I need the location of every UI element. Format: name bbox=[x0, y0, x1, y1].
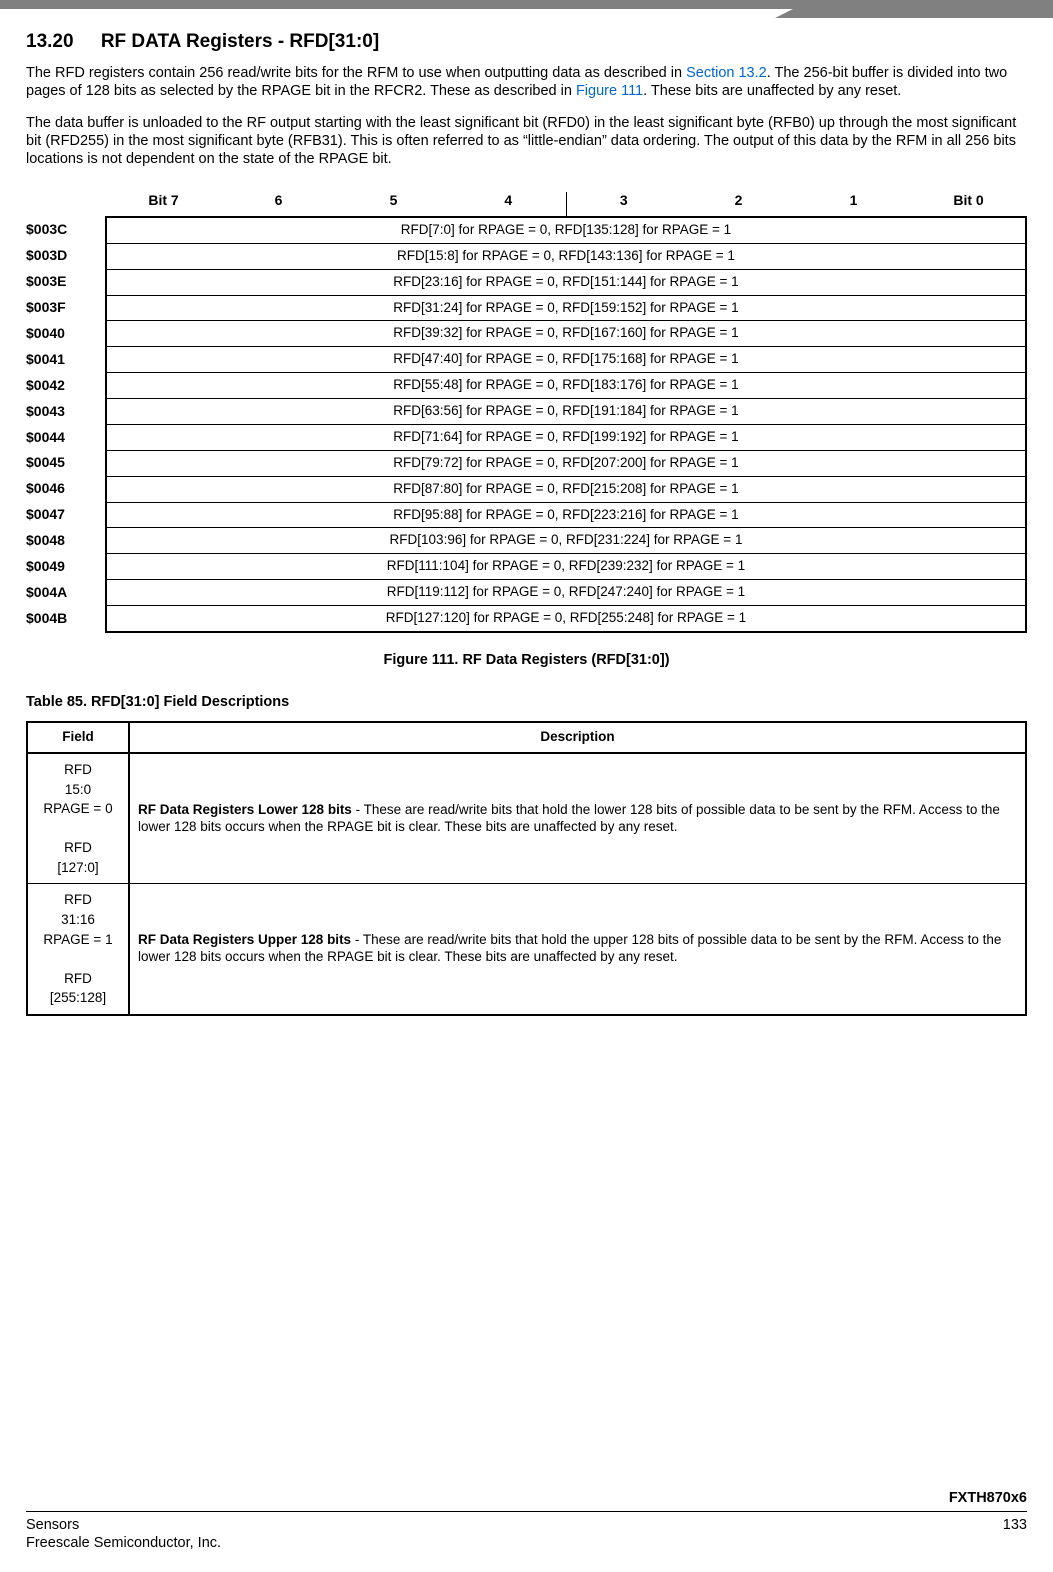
desc-cell: RF Data Registers Lower 128 bits - These… bbox=[129, 753, 1026, 884]
regmap-row: $0040 RFD[39:32] for RPAGE = 0, RFD[167:… bbox=[26, 321, 1026, 347]
bit-col-0: Bit 0 bbox=[911, 192, 1026, 217]
bit-col-7: Bit 7 bbox=[106, 192, 221, 217]
regmap-row: $003C RFD[7:0] for RPAGE = 0, RFD[135:12… bbox=[26, 217, 1026, 243]
field-line: RPAGE = 0 bbox=[43, 801, 112, 816]
regmap-desc: RFD[111:104] for RPAGE = 0, RFD[239:232]… bbox=[106, 554, 1026, 580]
regmap-row: $004A RFD[119:112] for RPAGE = 0, RFD[24… bbox=[26, 580, 1026, 606]
regmap-row: $0041 RFD[47:40] for RPAGE = 0, RFD[175:… bbox=[26, 347, 1026, 373]
paragraph-1: The RFD registers contain 256 read/write… bbox=[26, 64, 1027, 100]
regmap-row: $003E RFD[23:16] for RPAGE = 0, RFD[151:… bbox=[26, 269, 1026, 295]
desc-bold: RF Data Registers Lower 128 bits bbox=[138, 802, 352, 817]
regmap-row: $004B RFD[127:120] for RPAGE = 0, RFD[25… bbox=[26, 606, 1026, 632]
field-line: RFD bbox=[64, 971, 92, 986]
desc-col-header: Description bbox=[129, 722, 1026, 753]
page-footer: FXTH870x6 Sensors Freescale Semiconducto… bbox=[26, 1489, 1027, 1552]
field-row: RFD 15:0 RPAGE = 0 RFD [127:0] RF Data R… bbox=[27, 753, 1026, 884]
p1-part-a: The RFD registers contain 256 read/write… bbox=[26, 65, 686, 81]
header-gray-bar bbox=[0, 0, 1053, 9]
field-line: [127:0] bbox=[57, 860, 98, 875]
field-line: 31:16 bbox=[61, 912, 95, 927]
regmap-desc: RFD[31:24] for RPAGE = 0, RFD[159:152] f… bbox=[106, 295, 1026, 321]
regmap-row: $003D RFD[15:8] for RPAGE = 0, RFD[143:1… bbox=[26, 243, 1026, 269]
regmap-addr: $0046 bbox=[26, 476, 106, 502]
desc-cell: RF Data Registers Upper 128 bits - These… bbox=[129, 884, 1026, 1015]
regmap-row: $0044 RFD[71:64] for RPAGE = 0, RFD[199:… bbox=[26, 424, 1026, 450]
regmap-addr: $003E bbox=[26, 269, 106, 295]
field-line: 15:0 bbox=[65, 782, 91, 797]
regmap-header-row: Bit 7 6 5 4 3 2 1 Bit 0 bbox=[26, 192, 1026, 217]
footer-product: FXTH870x6 bbox=[26, 1489, 1027, 1512]
bit-col-6: 6 bbox=[221, 192, 336, 217]
regmap-addr: $0047 bbox=[26, 502, 106, 528]
regmap-row: $0047 RFD[95:88] for RPAGE = 0, RFD[223:… bbox=[26, 502, 1026, 528]
regmap-desc: RFD[23:16] for RPAGE = 0, RFD[151:144] f… bbox=[106, 269, 1026, 295]
regmap-row: $0045 RFD[79:72] for RPAGE = 0, RFD[207:… bbox=[26, 450, 1026, 476]
field-line: [255:128] bbox=[50, 990, 106, 1005]
field-cell: RFD 31:16 RPAGE = 1 RFD [255:128] bbox=[27, 884, 129, 1015]
footer-page-number: 133 bbox=[1003, 1516, 1027, 1552]
regmap-row: $0042 RFD[55:48] for RPAGE = 0, RFD[183:… bbox=[26, 373, 1026, 399]
field-line: RFD bbox=[64, 840, 92, 855]
field-line: RPAGE = 1 bbox=[43, 932, 112, 947]
regmap-desc: RFD[127:120] for RPAGE = 0, RFD[255:248]… bbox=[106, 606, 1026, 632]
table-title: Table 85. RFD[31:0] Field Descriptions bbox=[26, 693, 1027, 711]
regmap-addr: $0048 bbox=[26, 528, 106, 554]
field-cell: RFD 15:0 RPAGE = 0 RFD [127:0] bbox=[27, 753, 129, 884]
regmap-row: $0043 RFD[63:56] for RPAGE = 0, RFD[191:… bbox=[26, 399, 1026, 425]
regmap-addr: $0044 bbox=[26, 424, 106, 450]
regmap-desc: RFD[63:56] for RPAGE = 0, RFD[191:184] f… bbox=[106, 399, 1026, 425]
p1-part-c: . These bits are unaffected by any reset… bbox=[643, 83, 901, 99]
regmap-addr: $003F bbox=[26, 295, 106, 321]
regmap-addr: $0045 bbox=[26, 450, 106, 476]
regmap-row: $0046 RFD[87:80] for RPAGE = 0, RFD[215:… bbox=[26, 476, 1026, 502]
bit-col-4: 4 bbox=[451, 192, 566, 217]
bit-col-3: 3 bbox=[566, 192, 681, 217]
register-map-table: Bit 7 6 5 4 3 2 1 Bit 0 $003C RFD[7:0] f… bbox=[26, 192, 1027, 633]
field-line: RFD bbox=[64, 892, 92, 907]
regmap-row: $003F RFD[31:24] for RPAGE = 0, RFD[159:… bbox=[26, 295, 1026, 321]
header-gray-tab bbox=[793, 9, 1053, 18]
section-number: 13.20 bbox=[26, 30, 74, 54]
regmap-desc: RFD[119:112] for RPAGE = 0, RFD[247:240]… bbox=[106, 580, 1026, 606]
regmap-desc: RFD[71:64] for RPAGE = 0, RFD[199:192] f… bbox=[106, 424, 1026, 450]
figure-caption: Figure 111. RF Data Registers (RFD[31:0]… bbox=[26, 651, 1027, 669]
regmap-desc: RFD[47:40] for RPAGE = 0, RFD[175:168] f… bbox=[106, 347, 1026, 373]
regmap-row: $0049 RFD[111:104] for RPAGE = 0, RFD[23… bbox=[26, 554, 1026, 580]
xref-figure-111[interactable]: Figure 111 bbox=[576, 83, 643, 99]
desc-bold: RF Data Registers Upper 128 bits bbox=[138, 932, 351, 947]
footer-company: Freescale Semiconductor, Inc. bbox=[26, 1534, 221, 1552]
regmap-addr: $0040 bbox=[26, 321, 106, 347]
regmap-desc: RFD[95:88] for RPAGE = 0, RFD[223:216] f… bbox=[106, 502, 1026, 528]
regmap-desc: RFD[39:32] for RPAGE = 0, RFD[167:160] f… bbox=[106, 321, 1026, 347]
regmap-addr: $0042 bbox=[26, 373, 106, 399]
regmap-addr: $003D bbox=[26, 243, 106, 269]
regmap-addr: $0049 bbox=[26, 554, 106, 580]
regmap-desc: RFD[7:0] for RPAGE = 0, RFD[135:128] for… bbox=[106, 217, 1026, 243]
field-row: RFD 31:16 RPAGE = 1 RFD [255:128] RF Dat… bbox=[27, 884, 1026, 1015]
regmap-addr: $004B bbox=[26, 606, 106, 632]
regmap-row: $0048 RFD[103:96] for RPAGE = 0, RFD[231… bbox=[26, 528, 1026, 554]
regmap-desc: RFD[55:48] for RPAGE = 0, RFD[183:176] f… bbox=[106, 373, 1026, 399]
bit-col-2: 2 bbox=[681, 192, 796, 217]
field-description-table: Field Description RFD 15:0 RPAGE = 0 RFD… bbox=[26, 721, 1027, 1016]
bit-col-1: 1 bbox=[796, 192, 911, 217]
field-line: RFD bbox=[64, 762, 92, 777]
regmap-addr: $0043 bbox=[26, 399, 106, 425]
regmap-desc: RFD[103:96] for RPAGE = 0, RFD[231:224] … bbox=[106, 528, 1026, 554]
regmap-desc: RFD[15:8] for RPAGE = 0, RFD[143:136] fo… bbox=[106, 243, 1026, 269]
footer-sensors: Sensors bbox=[26, 1516, 221, 1534]
regmap-desc: RFD[87:80] for RPAGE = 0, RFD[215:208] f… bbox=[106, 476, 1026, 502]
bit-col-5: 5 bbox=[336, 192, 451, 217]
regmap-addr: $0041 bbox=[26, 347, 106, 373]
regmap-addr: $004A bbox=[26, 580, 106, 606]
regmap-desc: RFD[79:72] for RPAGE = 0, RFD[207:200] f… bbox=[106, 450, 1026, 476]
section-heading: 13.20 RF DATA Registers - RFD[31:0] bbox=[26, 30, 1027, 54]
paragraph-2: The data buffer is unloaded to the RF ou… bbox=[26, 114, 1027, 168]
xref-section-13-2[interactable]: Section 13.2 bbox=[686, 65, 767, 81]
section-title: RF DATA Registers - RFD[31:0] bbox=[101, 31, 379, 52]
field-col-header: Field bbox=[27, 722, 129, 753]
regmap-addr: $003C bbox=[26, 217, 106, 243]
